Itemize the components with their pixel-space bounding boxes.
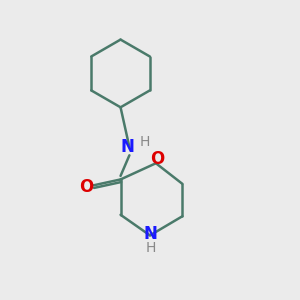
Text: H: H <box>146 241 156 255</box>
Text: N: N <box>121 138 135 156</box>
Text: H: H <box>140 135 150 149</box>
Text: N: N <box>143 225 157 243</box>
Text: O: O <box>150 150 164 168</box>
Text: O: O <box>80 178 94 196</box>
